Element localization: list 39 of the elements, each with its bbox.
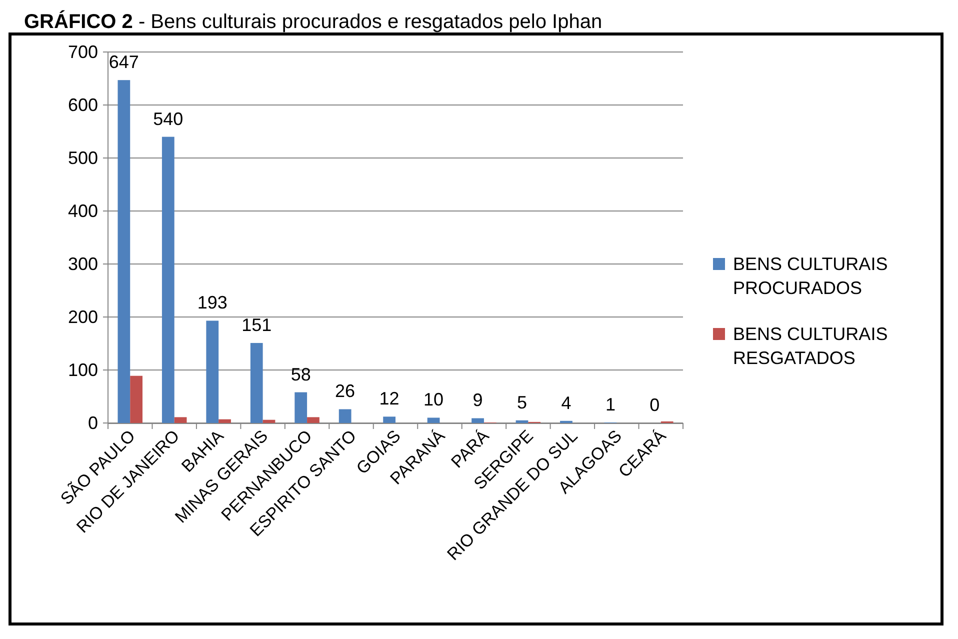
bar: [516, 420, 528, 423]
y-tick-label: 400: [68, 201, 98, 221]
data-label: 193: [197, 292, 228, 313]
data-label: 12: [379, 388, 400, 409]
data-label: 540: [153, 108, 184, 129]
data-label: 58: [290, 364, 311, 384]
y-tick-label: 0: [88, 413, 98, 433]
bar: [338, 409, 352, 423]
data-label: 0: [650, 395, 660, 415]
data-label: 26: [335, 381, 356, 402]
data-label: 5: [516, 392, 528, 412]
bar: [162, 136, 174, 423]
data-label: 1: [605, 394, 616, 414]
bar: [472, 418, 484, 423]
y-tick-label: 100: [68, 360, 98, 380]
y-tick-label: 200: [68, 307, 98, 327]
data-label: 151: [242, 314, 272, 335]
bar: [118, 80, 130, 423]
bar: [294, 392, 308, 423]
y-tick-label: 300: [68, 254, 98, 274]
bar: [307, 417, 320, 423]
data-label: 10: [424, 390, 444, 410]
bar: [206, 320, 219, 423]
legend-label: BENS CULTURAIS RESGATADOS: [733, 324, 888, 368]
y-tick-label: 700: [68, 42, 98, 62]
bar: [383, 416, 396, 423]
bar: [262, 420, 276, 423]
bar: [174, 417, 187, 423]
data-label: 9: [472, 390, 483, 410]
chart-title: GRÁFICO 2 - Bens culturais procurados e resgatados pelo Iphan: [24, 10, 602, 33]
bar: [218, 419, 231, 423]
bar: [250, 342, 263, 423]
legend-label: BENS CULTURAIS PROCURADOS: [733, 254, 888, 298]
bar: [427, 418, 440, 423]
data-label: 4: [561, 392, 572, 413]
y-tick-label: 600: [68, 95, 98, 115]
data-label: 647: [108, 52, 139, 72]
bar: [130, 376, 142, 423]
y-tick-label: 500: [68, 148, 98, 168]
